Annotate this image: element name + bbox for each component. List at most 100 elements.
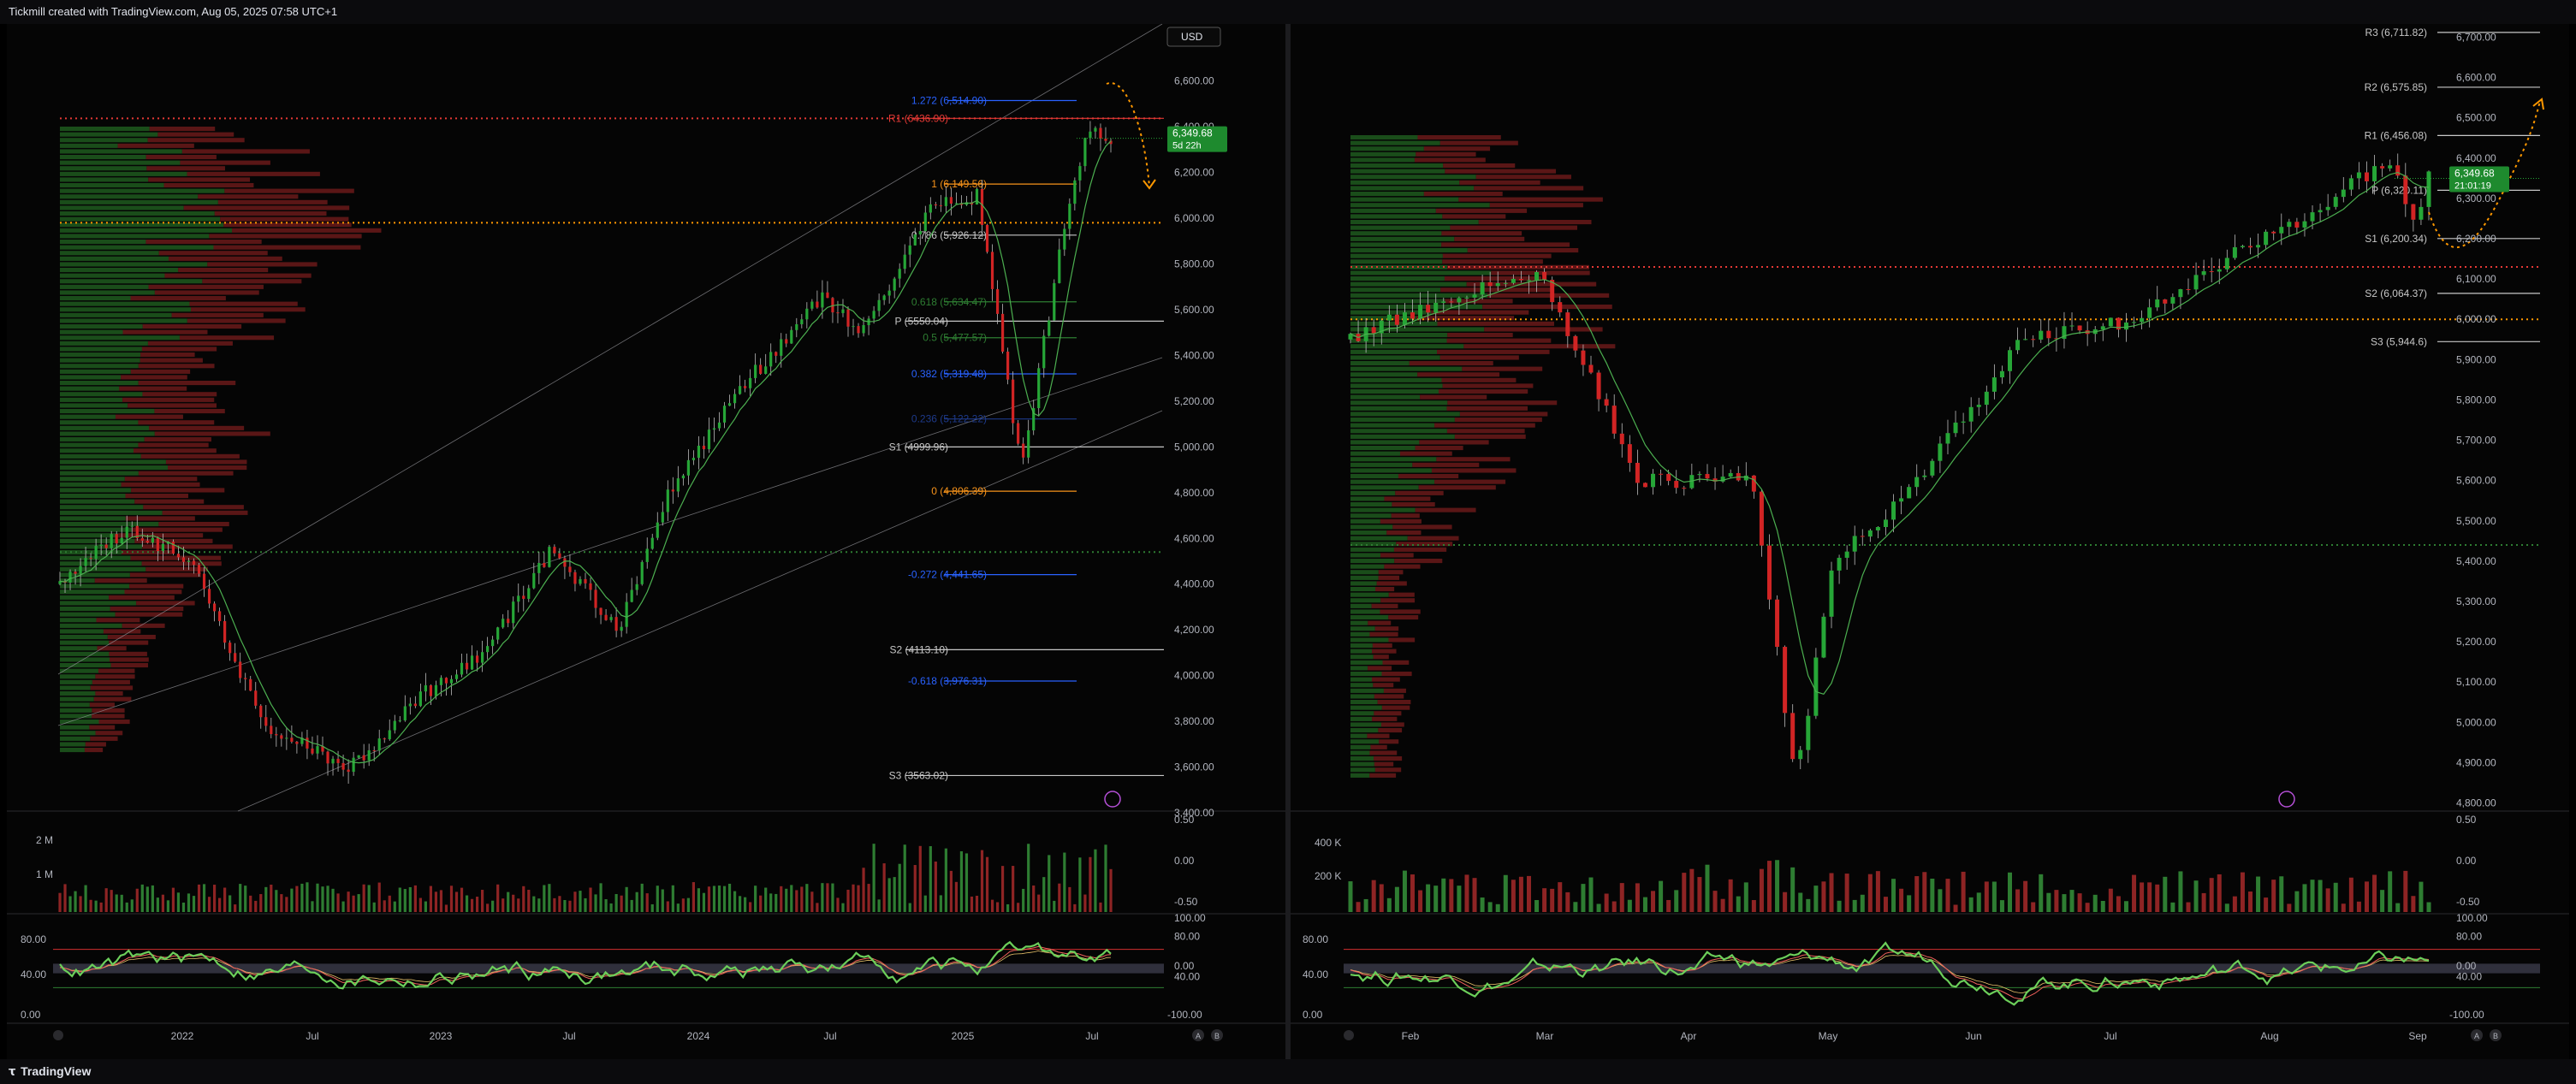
candle-body <box>1875 527 1880 530</box>
volume-bar <box>120 894 123 912</box>
volume-profile-bar <box>1415 446 1463 451</box>
candle-body <box>1012 379 1015 424</box>
scale-button-label[interactable]: A <box>2474 1032 2479 1040</box>
volume-profile-bar <box>1350 609 1380 614</box>
volume-profile-bar <box>1367 733 1390 738</box>
volume-profile-bar <box>1350 276 1445 281</box>
rsi-left-axis-label: 80.00 <box>21 933 46 945</box>
lightning-icon[interactable] <box>2278 791 2295 808</box>
volume-bar <box>181 902 186 912</box>
scale-button-label[interactable]: B <box>2493 1032 2498 1040</box>
volume-bar <box>1534 900 1540 912</box>
volume-profile-bar <box>1350 186 1475 191</box>
volume-bar <box>640 883 644 912</box>
volume-bar <box>454 891 459 912</box>
volume-profile-bar <box>1350 423 1435 428</box>
scale-button-b[interactable] <box>2490 1029 2502 1041</box>
volume-profile-bar <box>1381 672 1412 677</box>
volume-bar <box>1464 874 1469 912</box>
volume-profile-bar <box>60 477 125 482</box>
candle-body <box>1402 312 1407 325</box>
right-chart-panel[interactable]: R3 (6,711.82) R2 (6,575.85) R1 (6,456.08) P… <box>1291 24 2569 1059</box>
volume-bar <box>1480 897 1485 912</box>
volume-bar <box>1348 881 1353 912</box>
time-axis-label: Jul <box>1085 1030 1098 1042</box>
volume-bar <box>1099 902 1102 912</box>
price-axis-label: 6,200.00 <box>2456 233 2496 245</box>
panel-divider[interactable] <box>1285 24 1291 1059</box>
volume-bar <box>862 868 865 912</box>
volume-profile-bar <box>1372 716 1398 721</box>
timezone-button[interactable] <box>53 1030 63 1040</box>
volume-profile-bar <box>189 301 298 306</box>
volume-bar <box>2054 890 2059 912</box>
volume-profile-bar <box>60 691 96 696</box>
currency-badge[interactable] <box>1166 27 1221 47</box>
candle-body <box>104 544 108 548</box>
volume-bar <box>712 886 716 912</box>
volume-bar <box>975 895 979 912</box>
level-label: 1.272 (6,514.90) <box>911 94 987 106</box>
volume-bar <box>645 893 649 912</box>
volume-bar <box>1883 897 1888 912</box>
candle-body <box>475 655 479 663</box>
volume-bar <box>2186 902 2191 912</box>
volume-profile-bar <box>1431 310 1529 315</box>
time-axis-label: 2023 <box>430 1030 453 1042</box>
volume-profile-bar <box>60 629 104 634</box>
volume-bar <box>311 901 314 912</box>
left-chart[interactable]: 1.272 (6,514.90) R1 (6436.90) 1 (6,149.56)… <box>7 24 1285 1059</box>
volume-profile-bar <box>141 561 222 566</box>
volume-bar <box>1402 870 1407 912</box>
candle-body <box>1094 127 1097 132</box>
volume-bar <box>707 886 711 912</box>
candle-body <box>2310 212 2315 222</box>
candle-body <box>192 560 196 566</box>
candle-body <box>454 674 459 679</box>
scale-button-label[interactable]: A <box>1196 1032 1201 1040</box>
level-label: -0.272 (4,441.65) <box>908 569 987 581</box>
right-chart[interactable]: R3 (6,711.82) R2 (6,575.85) R1 (6,456.08) P… <box>1291 24 2569 1059</box>
candle-body <box>852 326 855 328</box>
projection-arrow-head <box>2532 98 2544 110</box>
volume-profile-bar <box>158 251 268 256</box>
volume-bar <box>367 885 371 912</box>
candle-body <box>145 540 149 543</box>
candle-body <box>738 386 742 394</box>
bar-countdown: 5d 22h <box>1172 141 1202 151</box>
volume-profile-bar <box>1350 711 1374 716</box>
volume-profile-bar <box>1350 361 1410 366</box>
candle-body <box>1867 530 1873 537</box>
volume-bar <box>1542 888 1547 912</box>
volume-profile-bar <box>145 240 262 245</box>
price-axis-label: 3,600.00 <box>1174 761 1214 773</box>
left-chart-panel[interactable]: 1.272 (6,514.90) R1 (6436.90) 1 (6,149.56)… <box>7 24 1285 1059</box>
timezone-button[interactable] <box>1344 1030 1354 1040</box>
lightning-icon[interactable] <box>1104 791 1121 808</box>
volume-profile-bar <box>1381 705 1410 710</box>
volume-bar <box>352 895 355 912</box>
volume-profile-bar <box>1454 434 1526 439</box>
candle-body <box>110 534 113 548</box>
scale-button-a[interactable] <box>1192 1029 1204 1041</box>
volume-profile-bar <box>1445 169 1557 174</box>
tradingview-logo[interactable]: ꚍ TradingView <box>9 1064 91 1079</box>
scale-button-a[interactable] <box>2471 1029 2483 1041</box>
volume-profile-bar <box>85 742 106 747</box>
time-axis-label: Jun <box>1965 1030 1981 1042</box>
candle-body <box>980 188 984 225</box>
candle-body <box>1526 280 1531 281</box>
price-axis-label: 6,100.00 <box>2456 273 2496 285</box>
volume-bar <box>775 893 778 912</box>
scale-button-b[interactable] <box>1211 1029 1223 1041</box>
scale-button-label[interactable]: B <box>1214 1032 1220 1040</box>
volume-profile-bar <box>130 555 222 560</box>
volume-bar <box>507 891 510 912</box>
candle-body <box>1573 335 1578 351</box>
volume-bar <box>84 885 87 912</box>
volume-bar <box>785 888 788 912</box>
candle-body <box>944 197 947 206</box>
candle-body <box>1550 280 1555 303</box>
volume-profile-bar <box>60 149 182 154</box>
volume-profile-bar <box>144 437 211 442</box>
